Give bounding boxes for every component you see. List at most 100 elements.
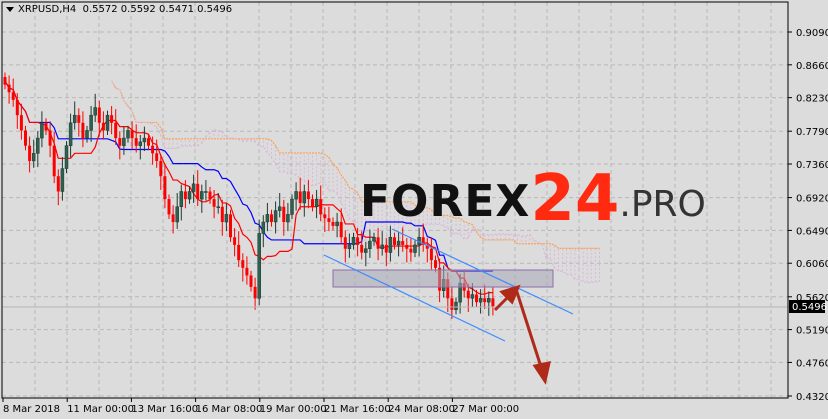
current-price-label: 0.5496 bbox=[792, 302, 827, 313]
bull-candle bbox=[68, 122, 73, 146]
tenkan-sen-line bbox=[4, 80, 493, 295]
bull-candle bbox=[351, 237, 356, 246]
bull-candle bbox=[470, 294, 475, 299]
watermark-number: 24 bbox=[530, 162, 620, 236]
bull-candle bbox=[105, 114, 110, 131]
bear-candle bbox=[77, 115, 81, 123]
bull-candle bbox=[388, 237, 393, 253]
bull-candle bbox=[93, 107, 97, 116]
bear-candle bbox=[405, 244, 409, 249]
channel-lower-line bbox=[323, 254, 506, 342]
bear-candle bbox=[44, 122, 48, 131]
bull-candle bbox=[138, 141, 143, 146]
candles bbox=[3, 72, 495, 319]
bear-candle bbox=[339, 222, 343, 238]
x-tick-label: 24 Mar 08:00 bbox=[388, 404, 455, 415]
bull-candle bbox=[175, 206, 179, 223]
grid bbox=[2, 2, 788, 398]
bull-candle bbox=[454, 301, 458, 311]
bull-candle bbox=[265, 214, 270, 223]
bear-candle bbox=[270, 214, 273, 223]
bear-candle bbox=[491, 298, 495, 307]
bull-candle bbox=[204, 191, 208, 193]
bear-candle bbox=[163, 176, 167, 200]
x-tick-label: 8 Mar 2018 bbox=[3, 404, 60, 415]
bear-candle bbox=[253, 286, 257, 299]
bear-candle bbox=[159, 160, 163, 177]
bear-candle bbox=[15, 99, 19, 116]
x-tick-label: 19 Mar 00:00 bbox=[260, 404, 327, 415]
arrow-down bbox=[514, 288, 551, 385]
bear-candle bbox=[52, 145, 56, 177]
y-tick-label: 0.4320 bbox=[796, 392, 828, 403]
y-tick-label: 0.5190 bbox=[796, 326, 828, 337]
bear-candle bbox=[393, 237, 396, 245]
bear-candle bbox=[241, 260, 245, 268]
bull-candle bbox=[290, 198, 294, 215]
bull-candle bbox=[191, 183, 196, 192]
bear-candle bbox=[233, 237, 237, 245]
bull-candle bbox=[314, 198, 319, 208]
bear-candle bbox=[237, 244, 241, 261]
y-tick-label: 0.7790 bbox=[796, 127, 828, 138]
bear-candle bbox=[327, 218, 331, 223]
bull-candle bbox=[122, 137, 126, 146]
watermark-brand: FOREX bbox=[360, 176, 531, 227]
bear-candle bbox=[24, 130, 27, 146]
bull-candle bbox=[179, 191, 184, 208]
bull-candle bbox=[64, 145, 69, 169]
bear-candle bbox=[147, 138, 150, 146]
bear-candle bbox=[319, 199, 323, 215]
bull-candle bbox=[40, 122, 44, 139]
bear-candle bbox=[446, 279, 450, 299]
bear-candle bbox=[331, 222, 335, 226]
plot-frame bbox=[1, 1, 789, 399]
bull-candle bbox=[302, 191, 307, 204]
y-tick-label: 0.8230 bbox=[796, 94, 828, 105]
dropdown-triangle-icon[interactable] bbox=[6, 6, 14, 12]
chart-title: XRPUSD,H4 0.5572 0.5592 0.5471 0.5496 bbox=[6, 4, 232, 15]
bear-candle bbox=[249, 275, 253, 287]
x-tick-label: 11 Mar 00:00 bbox=[67, 404, 134, 415]
bull-candle bbox=[89, 114, 93, 131]
bear-candle bbox=[3, 77, 7, 85]
bear-candle bbox=[196, 183, 200, 200]
bear-candle bbox=[245, 267, 249, 276]
y-tick-label: 0.8660 bbox=[796, 61, 828, 72]
bear-candle bbox=[483, 298, 487, 303]
bear-candle bbox=[118, 138, 122, 146]
bear-candle bbox=[81, 122, 85, 139]
bear-candle bbox=[343, 237, 347, 249]
bull-candle bbox=[273, 210, 278, 223]
bull-candle bbox=[85, 130, 89, 139]
bull-candle bbox=[478, 298, 483, 303]
bear-candle bbox=[229, 214, 232, 238]
bear-candle bbox=[384, 244, 388, 253]
bear-candle bbox=[28, 145, 32, 161]
forex24-watermark: FOREX24.PRO bbox=[360, 162, 706, 236]
bear-candle bbox=[19, 115, 23, 131]
bear-candle bbox=[171, 214, 175, 223]
bear-candle bbox=[298, 191, 302, 203]
bear-candle bbox=[421, 237, 425, 245]
bear-candle bbox=[409, 248, 413, 253]
bull-candle bbox=[396, 240, 401, 246]
bull-candle bbox=[372, 237, 376, 242]
bear-candle bbox=[11, 92, 15, 100]
bear-candle bbox=[220, 206, 224, 223]
watermark-suffix: .PRO bbox=[619, 184, 706, 225]
y-tick-label: 0.6060 bbox=[796, 259, 828, 270]
channel-upper-line bbox=[391, 228, 574, 315]
x-tick-label: 16 Mar 08:00 bbox=[196, 404, 263, 415]
bear-candle bbox=[134, 138, 138, 146]
bear-candle bbox=[130, 130, 134, 139]
bull-candle bbox=[261, 221, 266, 234]
bull-candle bbox=[368, 240, 372, 249]
bull-candle bbox=[347, 244, 352, 249]
bear-candle bbox=[475, 294, 478, 303]
bear-candle bbox=[101, 122, 105, 131]
bull-candle bbox=[126, 130, 130, 139]
y-tick-label: 0.5620 bbox=[796, 293, 828, 304]
bear-candle bbox=[114, 122, 118, 139]
